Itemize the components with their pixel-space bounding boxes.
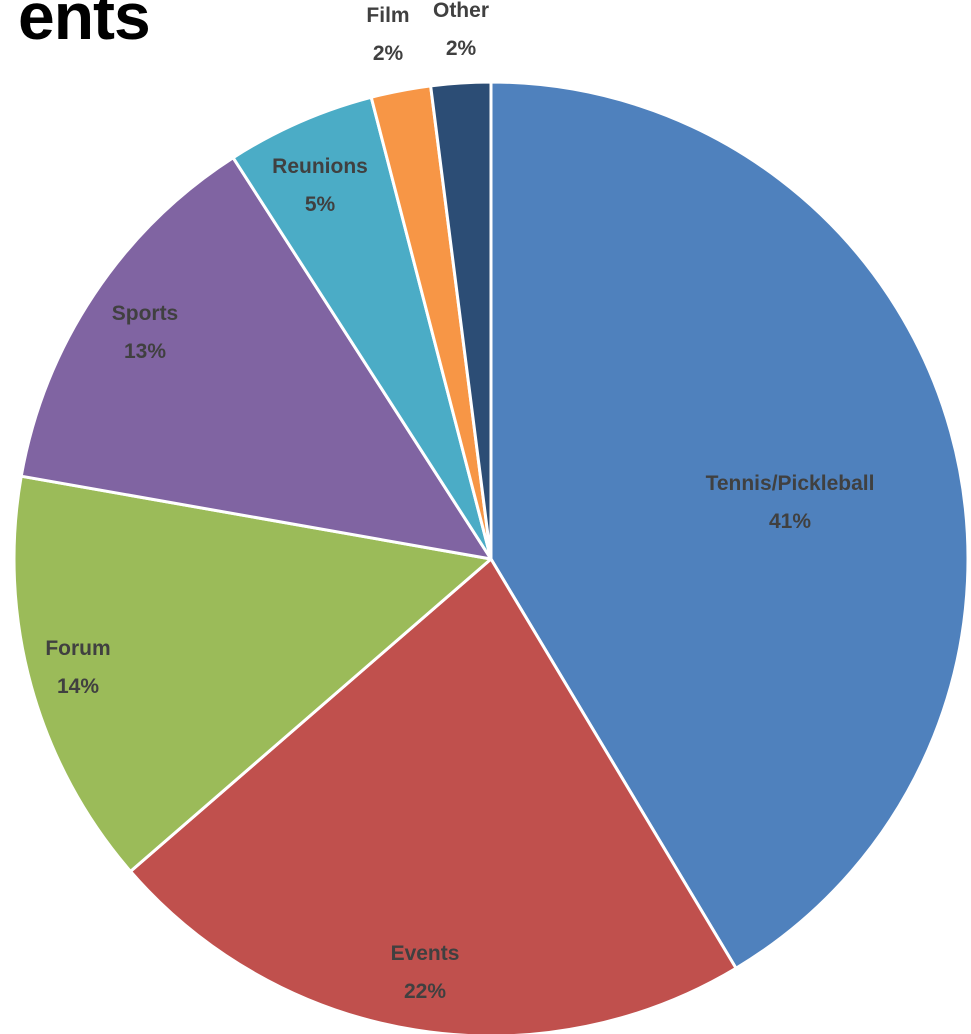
pie-slice-sports (19, 156, 493, 561)
slice-value-label: 2% (446, 37, 477, 60)
slice-label: Events (391, 942, 460, 965)
slice-label: Other (433, 0, 489, 22)
slice-label: Tennis/Pickleball (706, 472, 875, 495)
slice-value-label: 2% (373, 42, 404, 65)
pie-labels: Tennis/Pickleball 41% Events 22% Forum 14% Spo… (45, 0, 874, 1003)
pie-slice-forum (12, 474, 493, 873)
slice-value-label: 41% (769, 510, 811, 533)
pie-slice-reunions (231, 95, 493, 561)
slice-value-label: 13% (124, 340, 166, 363)
slice-label: Sports (112, 302, 179, 325)
pie-slice-tennis-pickleball (489, 80, 970, 970)
pie-slice-other (429, 80, 493, 561)
chart-title: ents (18, 0, 151, 53)
slice-value-label: 5% (305, 193, 336, 216)
slice-label: Forum (45, 637, 110, 660)
slice-value-label: 22% (404, 980, 446, 1003)
slice-value-label: 14% (57, 675, 99, 698)
slice-label: Reunions (272, 155, 368, 178)
slice-label: Film (366, 4, 409, 27)
pie-slices (12, 80, 970, 1034)
pie-slice-events (129, 557, 738, 1034)
